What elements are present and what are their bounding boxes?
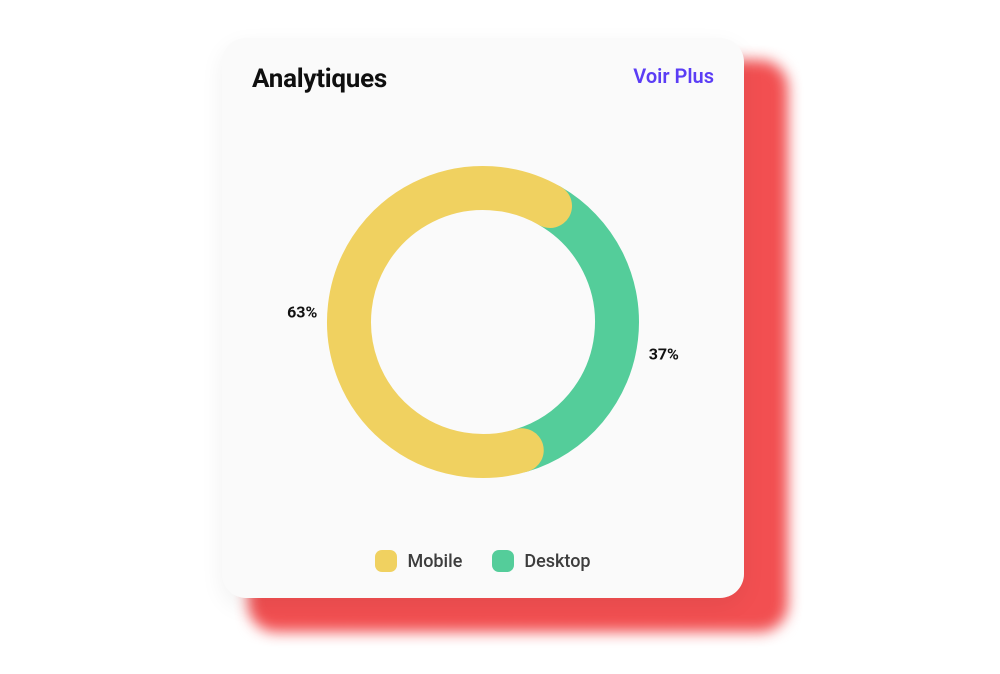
legend: Mobile Desktop — [252, 550, 714, 576]
legend-item-desktop: Desktop — [492, 550, 590, 572]
donut-chart: 37% 63% — [252, 94, 714, 550]
legend-label-mobile: Mobile — [407, 551, 462, 572]
legend-item-mobile: Mobile — [375, 550, 462, 572]
card-header: Analytiques Voir Plus — [252, 64, 714, 94]
legend-swatch-mobile — [375, 550, 397, 572]
analytics-card: Analytiques Voir Plus 37% 63% Mobile Desk… — [222, 38, 744, 598]
legend-label-desktop: Desktop — [524, 551, 590, 572]
see-more-link[interactable]: Voir Plus — [633, 64, 714, 88]
segment-mobile — [349, 188, 550, 456]
stage: Analytiques Voir Plus 37% 63% Mobile Desk… — [0, 0, 1000, 674]
value-label-mobile: 63% — [287, 303, 317, 322]
value-label-desktop: 37% — [649, 344, 679, 363]
legend-swatch-desktop — [492, 550, 514, 572]
donut-svg — [325, 164, 641, 480]
card-title: Analytiques — [252, 64, 387, 94]
segment-desktop — [522, 206, 617, 450]
